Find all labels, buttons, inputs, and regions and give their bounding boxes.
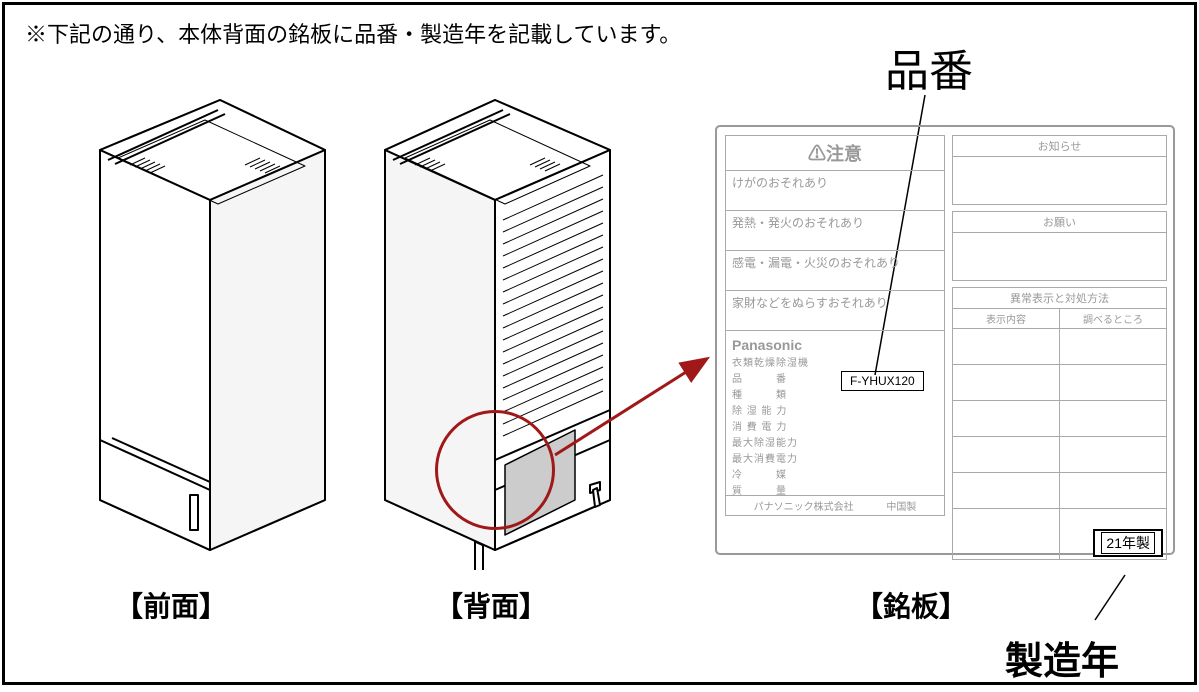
error-table: 異常表示と対処方法 表示内容 調べるところ xyxy=(952,287,1167,560)
product-type: 衣類乾燥除湿機 xyxy=(732,354,938,369)
hinban-callout-label: 品番 xyxy=(885,35,973,99)
front-label: 【前面】 xyxy=(115,585,227,625)
front-view-illustration xyxy=(50,70,330,570)
caution-row: けがのおそれあり xyxy=(725,171,945,211)
notice-title: お知らせ xyxy=(953,136,1166,157)
spec-label: 消 費 電 力 xyxy=(732,418,938,433)
header-note: ※下記の通り、本体背面の銘板に品番・製造年を記載しています。 xyxy=(25,17,681,49)
error-col-header: 表示内容 xyxy=(953,309,1060,328)
spec-label: 冷 媒 xyxy=(732,466,938,481)
diagram-frame: ※下記の通り、本体背面の銘板に品番・製造年を記載しています。 xyxy=(2,2,1197,685)
footer-origin: 中国製 xyxy=(886,502,916,513)
caution-row: 発熱・発火のおそれあり xyxy=(725,211,945,251)
spec-label: 最大消費電力 xyxy=(732,450,938,465)
callout-circle xyxy=(435,410,555,530)
year-made-value: 21年製 xyxy=(1101,532,1155,554)
error-title: 異常表示と対処方法 xyxy=(953,288,1166,309)
brand-logo: Panasonic xyxy=(732,337,938,353)
footer-company: パナソニック株式会社 xyxy=(754,502,854,513)
caution-header: ⚠注意 xyxy=(725,135,945,171)
spec-label: 除 湿 能 力 xyxy=(732,402,938,417)
request-box: お願い xyxy=(952,211,1167,281)
caution-row: 感電・漏電・火災のおそれあり xyxy=(725,251,945,291)
spec-label: 質 量 xyxy=(732,482,938,497)
footer-row: パナソニック株式会社 中国製 xyxy=(725,496,945,516)
caution-row: 家財などをぬらすおそれあり xyxy=(725,291,945,331)
plate-label: 【銘板】 xyxy=(855,585,967,625)
notice-box: お知らせ xyxy=(952,135,1167,205)
year-callout-label: 製造年 xyxy=(1005,630,1119,685)
spec-box: Panasonic 衣類乾燥除湿機 品 番 種 類 除 湿 能 力 消 費 電 … xyxy=(725,331,945,496)
nameplate-diagram: ⚠注意 けがのおそれあり 発熱・発火のおそれあり 感電・漏電・火災のおそれあり … xyxy=(715,125,1175,555)
spec-label: 最大除湿能力 xyxy=(732,434,938,449)
year-made-box: 21年製 xyxy=(1093,529,1163,557)
model-number-box: F-YHUX120 xyxy=(841,371,924,391)
request-title: お願い xyxy=(953,212,1166,233)
error-col-header: 調べるところ xyxy=(1060,309,1166,328)
back-label: 【背面】 xyxy=(435,585,547,625)
